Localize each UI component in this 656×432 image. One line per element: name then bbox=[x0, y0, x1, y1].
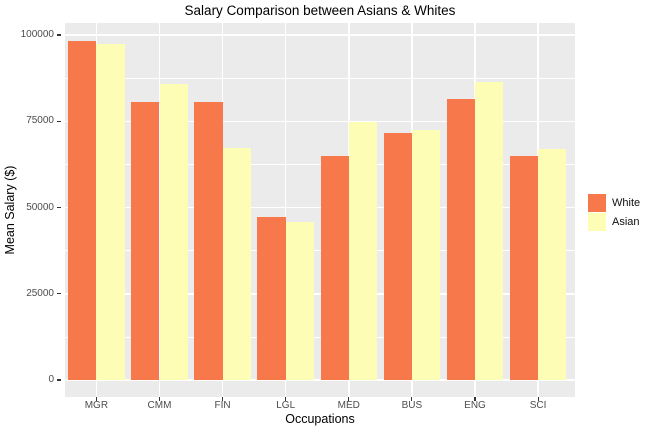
bar-bus-white bbox=[383, 133, 412, 380]
y-tick-mark bbox=[57, 120, 61, 122]
x-tick-label: LGL bbox=[276, 400, 296, 411]
legend: White Asian bbox=[588, 194, 640, 231]
major-gridline bbox=[65, 34, 575, 36]
x-tick-mark bbox=[411, 397, 413, 401]
bar-mgr-white bbox=[68, 40, 97, 380]
vertical-gridline bbox=[284, 23, 287, 397]
legend-swatch-white bbox=[588, 194, 606, 212]
legend-item-white: White bbox=[588, 194, 640, 212]
bar-fin-asian bbox=[222, 148, 251, 380]
plot-panel bbox=[65, 23, 575, 397]
x-tick-label: SCI bbox=[529, 400, 547, 411]
major-gridline bbox=[65, 293, 575, 295]
major-gridline bbox=[65, 120, 575, 122]
y-tick-label: 75000 bbox=[26, 115, 54, 127]
x-tick-label: FIN bbox=[214, 400, 231, 411]
bar-cmm-asian bbox=[159, 84, 188, 380]
y-tick-label: 50000 bbox=[26, 201, 54, 213]
major-gridline bbox=[65, 379, 575, 381]
bar-med-white bbox=[320, 155, 349, 380]
x-tick-label: MGR bbox=[84, 400, 109, 411]
y-tick-mark bbox=[57, 379, 61, 381]
bar-eng-white bbox=[446, 98, 475, 380]
x-tick-label: ENG bbox=[464, 400, 486, 411]
x-tick-mark bbox=[537, 397, 539, 401]
legend-label-white: White bbox=[612, 197, 641, 209]
y-axis-title: Mean Salary ($) bbox=[3, 165, 17, 255]
legend-item-asian: Asian bbox=[588, 213, 640, 231]
y-tick-mark bbox=[57, 34, 61, 36]
x-axis-title: Occupations bbox=[285, 412, 355, 426]
x-tick-label: CMM bbox=[147, 400, 172, 411]
x-tick-mark bbox=[474, 397, 476, 401]
bar-cmm-white bbox=[131, 101, 160, 380]
minor-gridline bbox=[65, 250, 575, 252]
legend-label-asian: Asian bbox=[612, 216, 640, 228]
x-tick-label: MED bbox=[337, 400, 360, 411]
bar-eng-asian bbox=[475, 82, 504, 380]
y-tick-label: 25000 bbox=[26, 287, 54, 299]
minor-gridline bbox=[65, 336, 575, 338]
y-tick-mark bbox=[57, 206, 61, 209]
bar-med-asian bbox=[348, 121, 378, 380]
x-tick-label: BUS bbox=[401, 400, 423, 411]
x-tick-mark bbox=[348, 397, 350, 401]
x-tick-mark bbox=[158, 397, 161, 401]
y-tick-mark bbox=[57, 293, 61, 295]
legend-swatch-asian bbox=[588, 213, 606, 231]
chart-title: Salary Comparison between Asians & White… bbox=[184, 3, 456, 18]
bar-lgl-white bbox=[257, 217, 286, 380]
x-tick-mark bbox=[285, 397, 287, 401]
minor-gridline bbox=[65, 77, 575, 79]
bar-bus-asian bbox=[411, 129, 441, 380]
bar-mgr-asian bbox=[96, 44, 125, 380]
minor-gridline bbox=[65, 164, 575, 165]
bar-sci-asian bbox=[538, 149, 567, 380]
bar-fin-white bbox=[194, 101, 223, 380]
bar-sci-white bbox=[509, 156, 539, 380]
y-tick-label: 0 bbox=[48, 374, 54, 385]
x-tick-mark bbox=[222, 397, 224, 401]
x-tick-mark bbox=[95, 397, 97, 401]
bar-lgl-asian bbox=[285, 222, 314, 380]
y-tick-label: 100000 bbox=[20, 29, 54, 40]
major-gridline bbox=[65, 206, 575, 209]
